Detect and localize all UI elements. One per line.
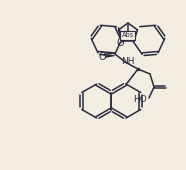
Text: HO: HO (133, 95, 147, 104)
Text: NH: NH (121, 56, 135, 65)
Text: Abs: Abs (122, 32, 134, 38)
Text: O: O (116, 38, 124, 48)
Bar (121, 30, 135, 39)
Text: O: O (98, 52, 106, 62)
